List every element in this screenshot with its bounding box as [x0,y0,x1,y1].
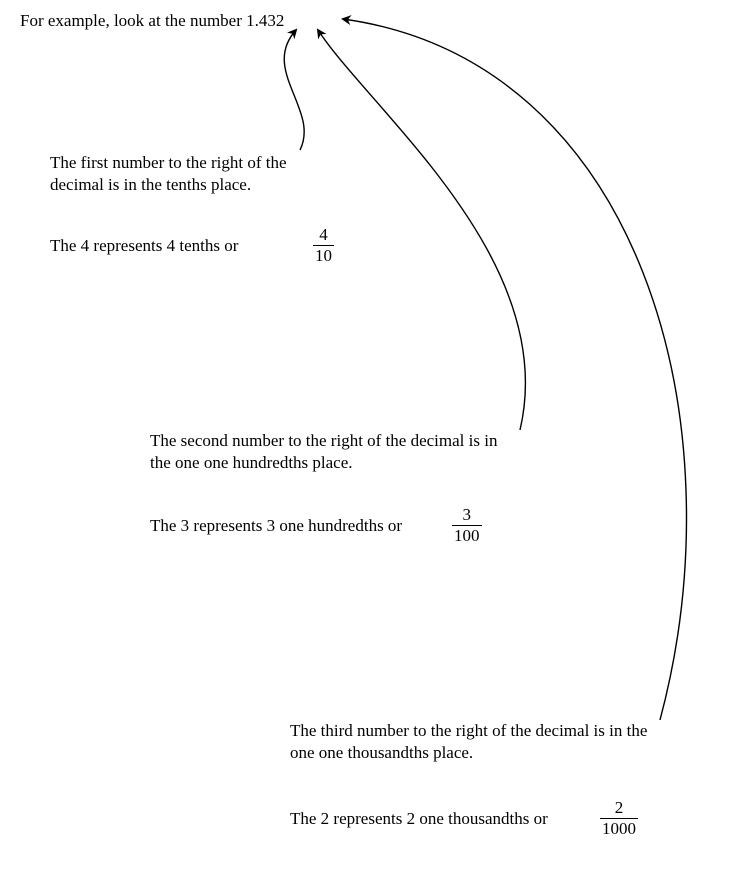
fraction-numerator: 2 [600,798,638,819]
thousandths-description: The third number to the right of the dec… [290,720,650,764]
hundredths-arrow [318,30,525,430]
hundredths-represents-text: The 3 represents 3 one hundredths or [150,515,402,537]
thousandths-represents-text: The 2 represents 2 one thousandths or [290,808,548,830]
thousandths-arrow [343,19,686,720]
fraction-numerator: 4 [313,225,334,246]
fraction-denominator: 10 [313,246,334,266]
tenths-arrow [284,30,304,150]
tenths-fraction: 4 10 [313,225,334,266]
fraction-numerator: 3 [452,505,482,526]
thousandths-fraction: 2 1000 [600,798,638,839]
fraction-denominator: 100 [452,526,482,546]
hundredths-fraction: 3 100 [452,505,482,546]
hundredths-description: The second number to the right of the de… [150,430,510,474]
tenths-description: The first number to the right of the dec… [50,152,310,196]
fraction-denominator: 1000 [600,819,638,839]
tenths-represents-text: The 4 represents 4 tenths or [50,235,238,257]
header-text: For example, look at the number 1.432 [20,10,284,32]
